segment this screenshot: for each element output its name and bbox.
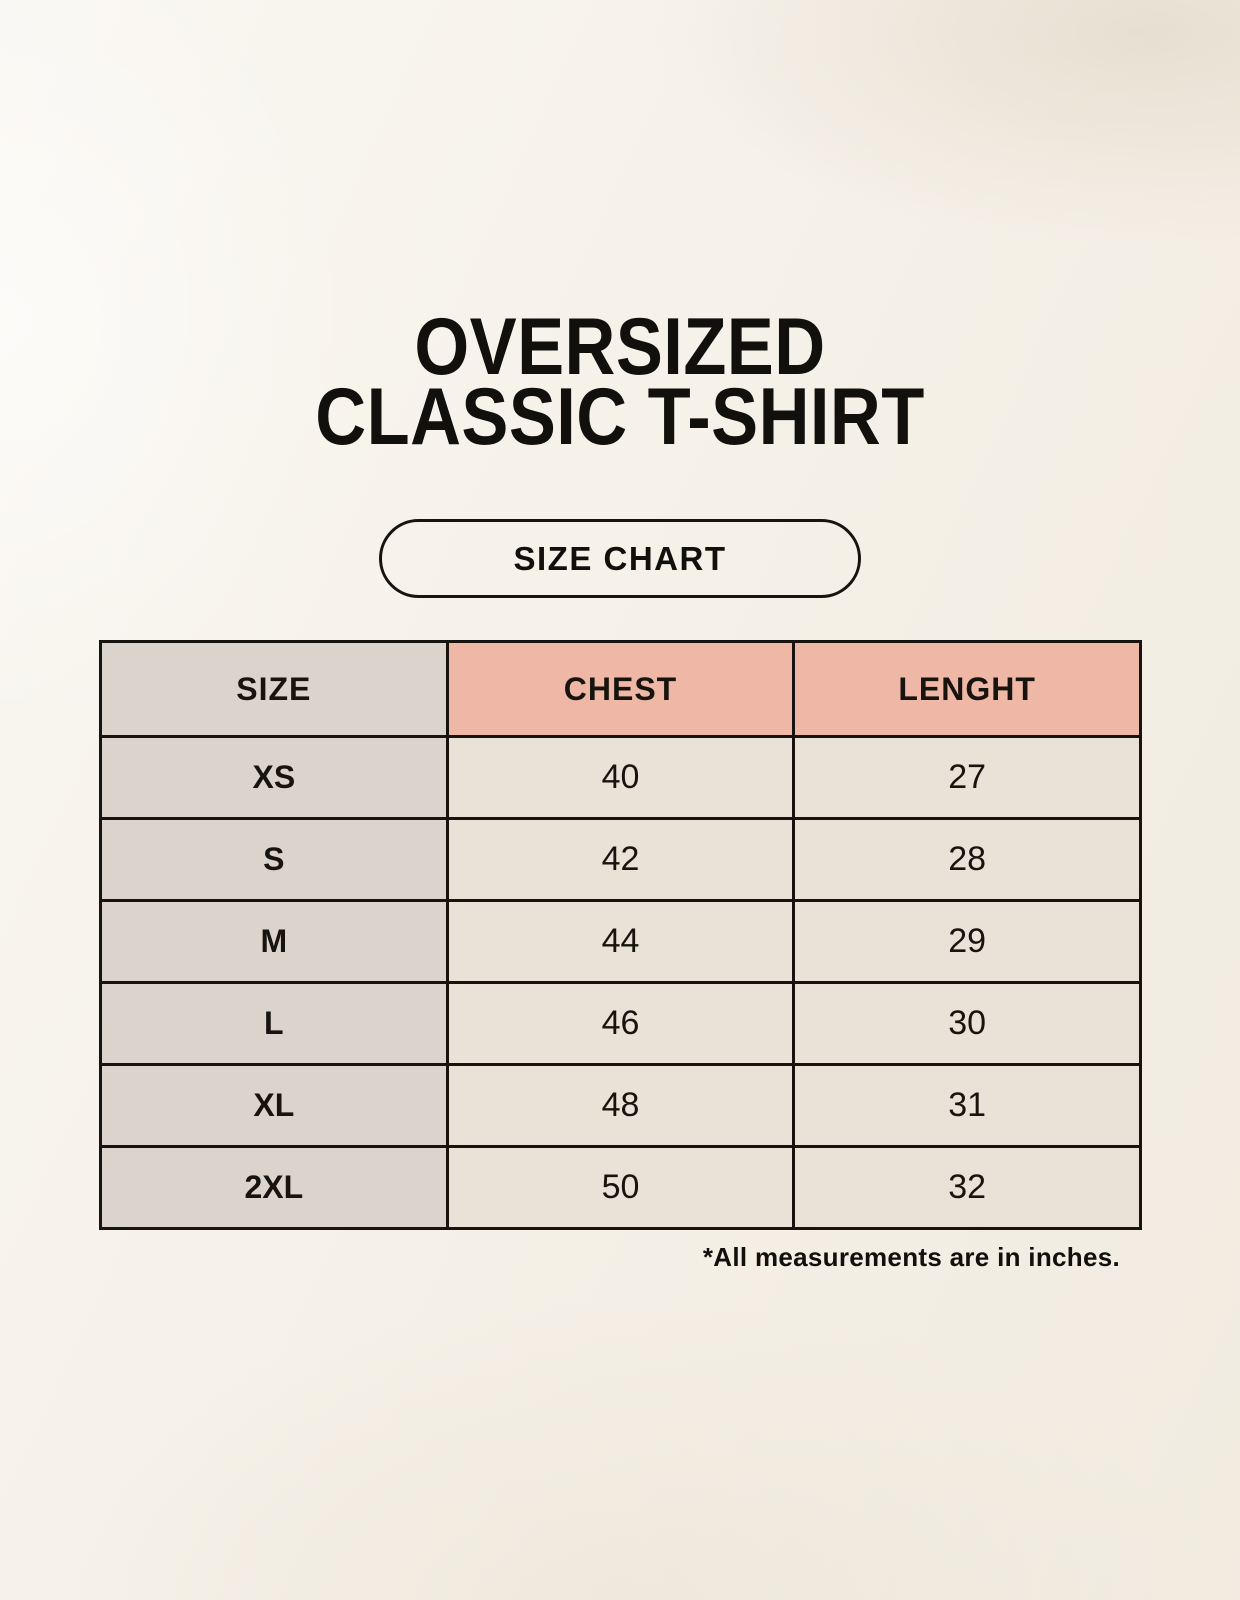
size-label-cell: L xyxy=(99,981,449,1066)
table-row-l: L 46 30 xyxy=(99,981,1142,1066)
chest-value-cell: 40 xyxy=(445,735,796,820)
size-label-cell: 2XL xyxy=(99,1145,449,1230)
length-value-cell: 31 xyxy=(792,1063,1142,1148)
chest-value-cell: 42 xyxy=(445,817,796,902)
chest-value-cell: 44 xyxy=(445,899,796,984)
size-chart-table-container: SIZE CHEST LENGHT XS 40 27 S 42 28 M xyxy=(99,640,1142,1230)
chest-value-cell: 48 xyxy=(445,1063,796,1148)
table-header: SIZE CHEST LENGHT xyxy=(99,640,1142,738)
table-row-xl: XL 48 31 xyxy=(99,1063,1142,1148)
table-row-2xl: 2XL 50 32 xyxy=(99,1145,1142,1230)
length-value-cell: 28 xyxy=(792,817,1142,902)
size-label-cell: XL xyxy=(99,1063,449,1148)
table-body: XS 40 27 S 42 28 M 44 29 L 46 30 xyxy=(99,735,1142,1230)
column-header-length: LENGHT xyxy=(792,640,1142,738)
length-value-cell: 29 xyxy=(792,899,1142,984)
product-title: OVERSIZED CLASSIC T-SHIRT xyxy=(81,302,1160,463)
size-label-cell: M xyxy=(99,899,449,984)
product-title-line-1: OVERSIZED xyxy=(414,302,826,392)
measurements-footnote: *All measurements are in inches. xyxy=(702,1242,1120,1272)
chest-value-cell: 46 xyxy=(445,981,796,1066)
chest-value-cell: 50 xyxy=(445,1145,796,1230)
size-chart-badge: SIZE CHART xyxy=(379,519,861,598)
length-value-cell: 27 xyxy=(792,735,1142,820)
size-label-cell: XS xyxy=(99,735,449,820)
product-title-line-2: CLASSIC T-SHIRT xyxy=(315,372,925,463)
table-row-m: M 44 29 xyxy=(99,899,1142,984)
length-value-cell: 32 xyxy=(792,1145,1142,1230)
table-row-xs: XS 40 27 xyxy=(99,735,1142,820)
size-label-cell: S xyxy=(99,817,449,902)
size-chart-badge-label: SIZE CHART xyxy=(513,539,727,577)
table-row-s: S 42 28 xyxy=(99,817,1142,902)
table-header-row: SIZE CHEST LENGHT xyxy=(99,640,1142,738)
length-value-cell: 30 xyxy=(792,981,1142,1066)
column-header-size: SIZE xyxy=(99,640,449,738)
column-header-chest: CHEST xyxy=(445,640,796,738)
size-chart-table: SIZE CHEST LENGHT XS 40 27 S 42 28 M xyxy=(99,640,1142,1230)
